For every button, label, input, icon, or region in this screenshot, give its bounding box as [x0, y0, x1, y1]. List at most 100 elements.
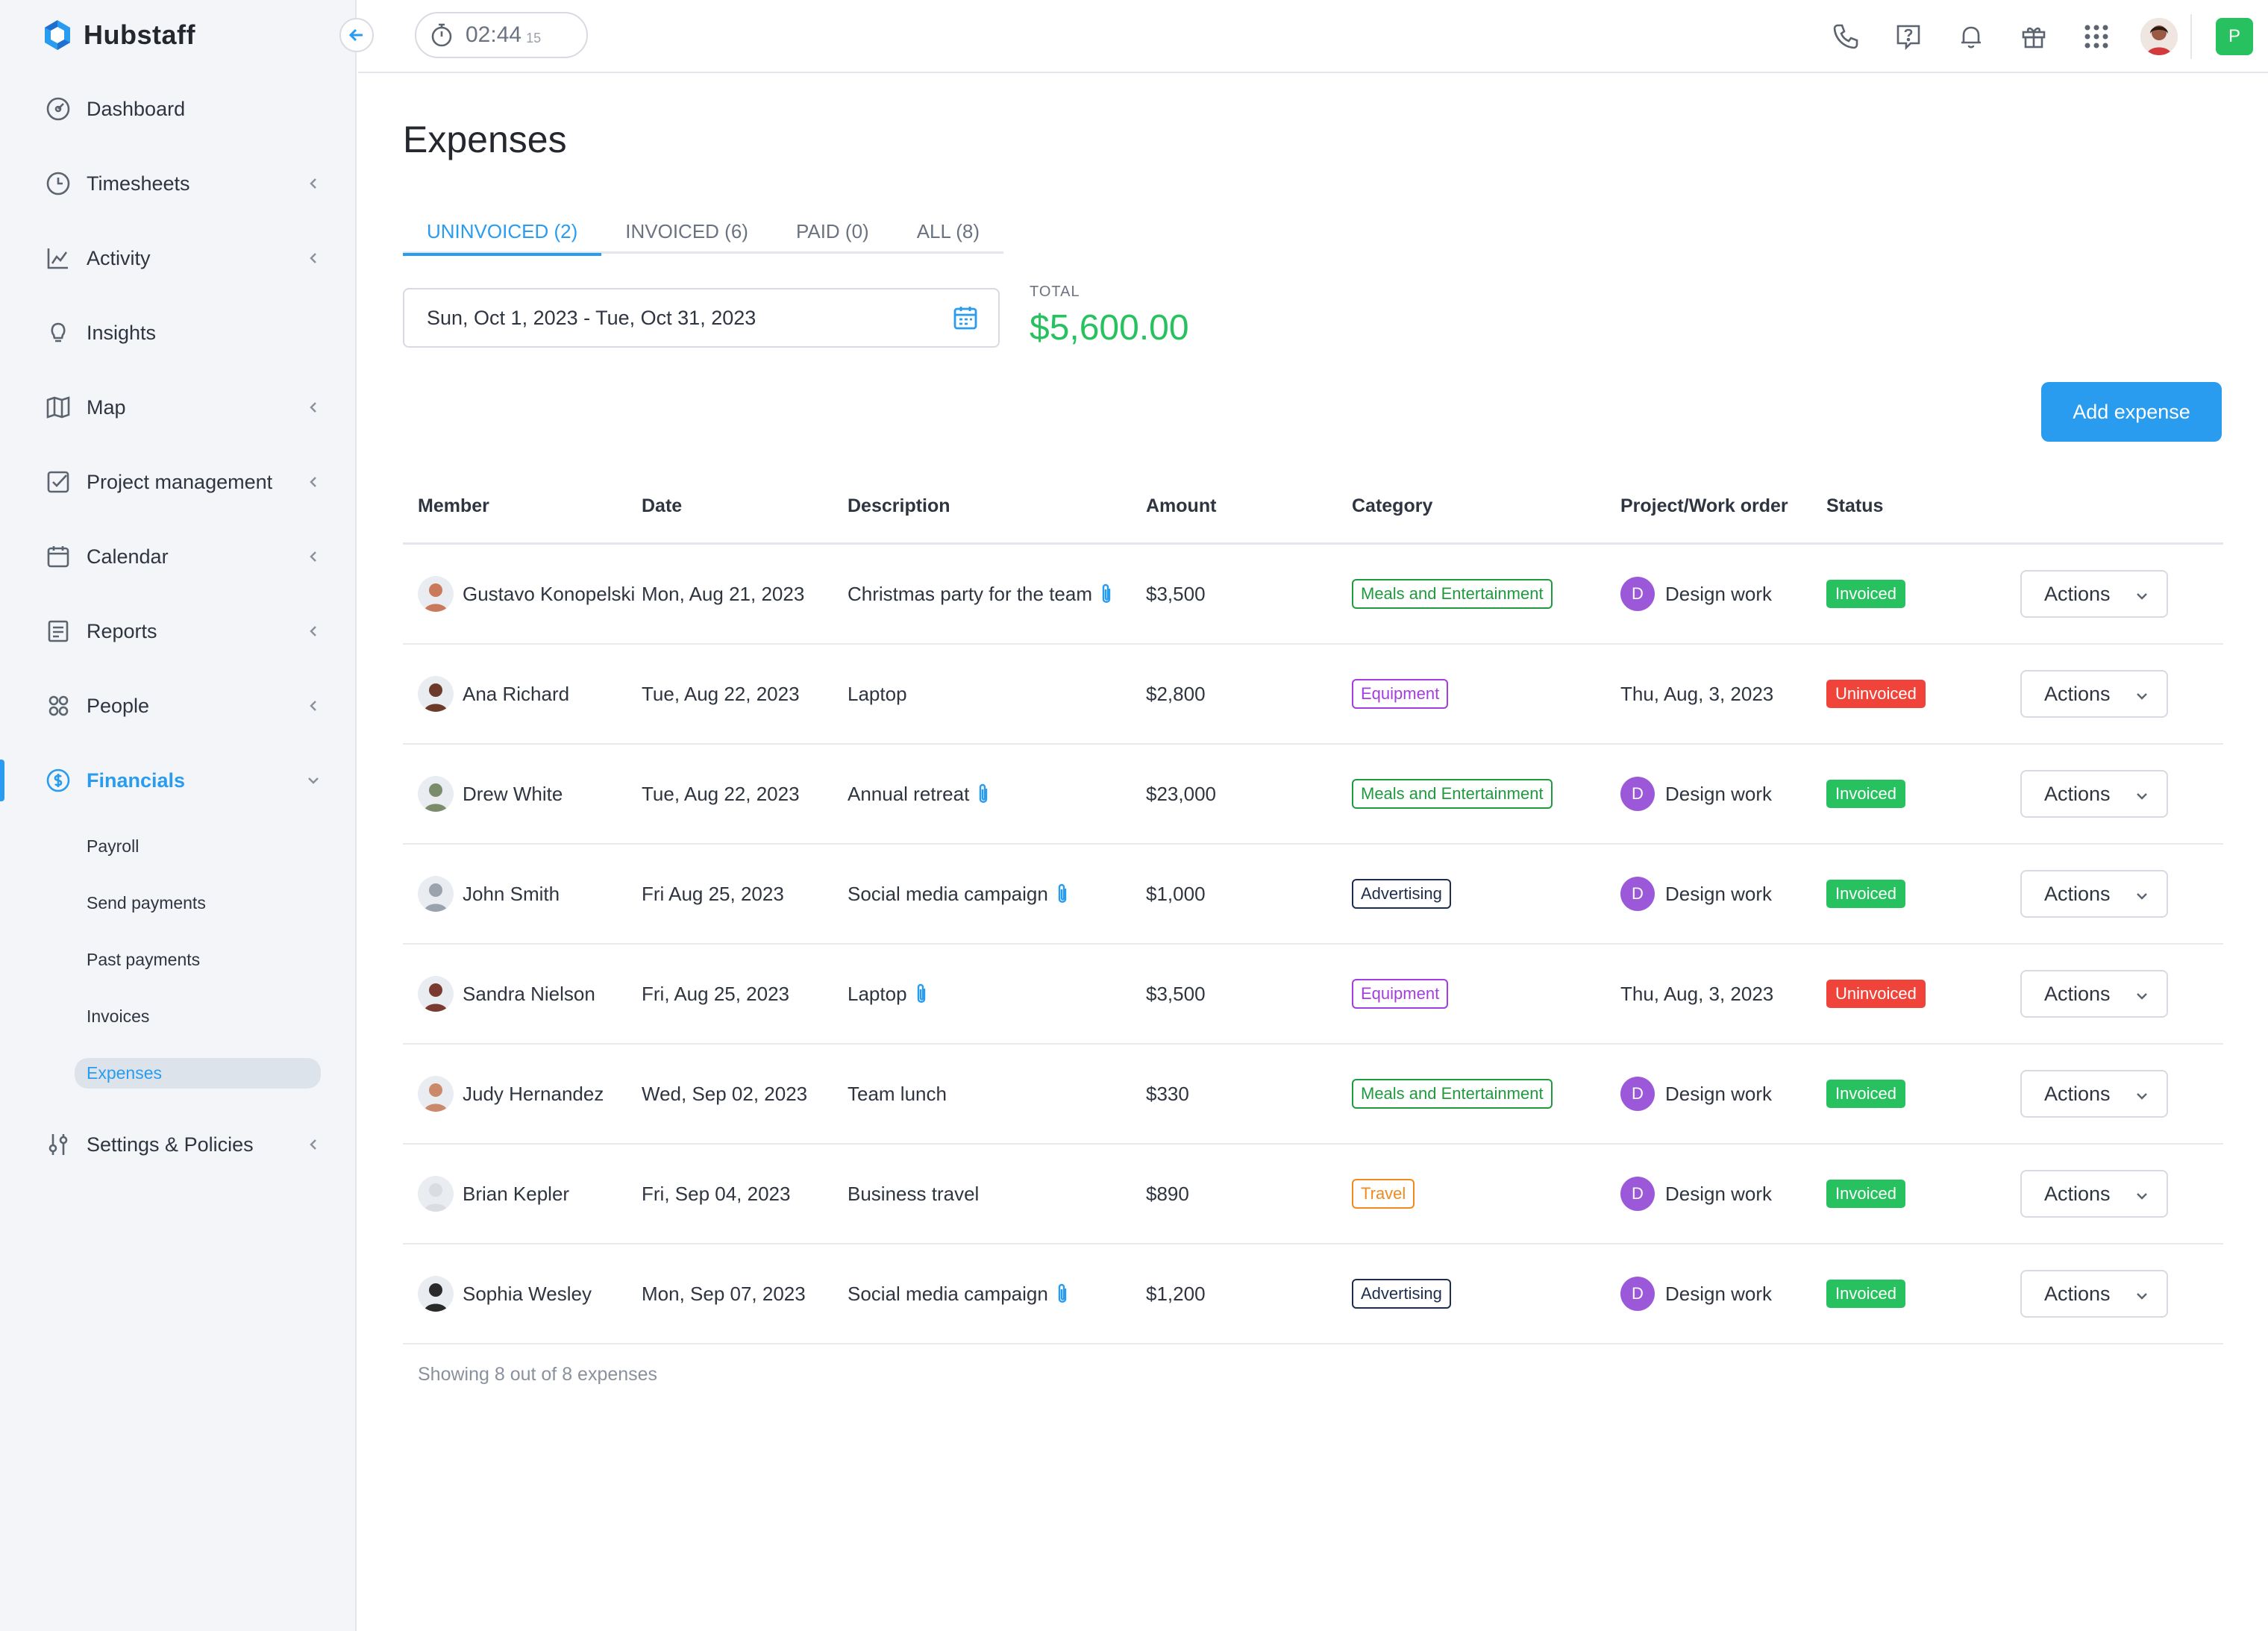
sidebar-subitem-payroll[interactable]: Payroll [0, 818, 357, 874]
sidebar-item-label: Settings & Policies [87, 1133, 254, 1156]
sidebar-item-map[interactable]: Map [0, 370, 357, 445]
sidebar-subitem-invoices[interactable]: Invoices [0, 988, 357, 1045]
actions-dropdown-button[interactable]: Actions [2020, 670, 2168, 718]
sidebar-subitem-send-payments[interactable]: Send payments [0, 874, 357, 931]
project-name[interactable]: Design work [1665, 1182, 1773, 1205]
attachment-icon[interactable] [915, 983, 928, 1005]
member-avatar [418, 876, 454, 912]
table-row[interactable]: Judy Hernandez Wed, Sep 02, 2023 Team lunc… [403, 1045, 2223, 1145]
member-cell: Sandra Nielson [403, 976, 642, 1012]
help-icon [1896, 25, 1920, 51]
sidebar-item-financials[interactable]: Financials [0, 743, 357, 818]
status-badge: Invoiced [1826, 1280, 1905, 1308]
sidebar-item-project-management[interactable]: Project management [0, 445, 357, 519]
project-avatar: D [1620, 877, 1655, 911]
project-name[interactable]: Design work [1665, 1282, 1773, 1305]
column-header-date[interactable]: Date [642, 495, 683, 516]
status-cell: Invoiced [1826, 1080, 2017, 1108]
expense-date: Mon, Aug 21, 2023 [642, 582, 805, 605]
actions-dropdown-button[interactable]: Actions [2020, 970, 2168, 1018]
attachment-icon[interactable] [1056, 883, 1069, 905]
actions-dropdown-button[interactable]: Actions [2020, 1170, 2168, 1218]
attachment-icon[interactable] [1056, 1283, 1069, 1305]
apps-button[interactable] [2065, 0, 2128, 73]
project-name[interactable]: Design work [1665, 1082, 1773, 1105]
description-cell: Annual retreat [848, 783, 1146, 806]
status-badge: Invoiced [1826, 880, 1905, 908]
organization-badge[interactable]: P [2216, 18, 2253, 55]
column-header-description[interactable]: Description [848, 495, 950, 516]
report-icon [45, 618, 72, 645]
actions-cell: Actions [2017, 670, 2223, 718]
add-expense-button[interactable]: Add expense [2041, 382, 2222, 442]
sidebar-item-calendar[interactable]: Calendar [0, 519, 357, 594]
table-row[interactable]: Drew White Tue, Aug 22, 2023 Annual retrea… [403, 745, 2223, 845]
apps-grid-icon [2084, 25, 2108, 48]
chevron-down-icon [303, 770, 324, 791]
phone-button[interactable] [1814, 0, 1877, 73]
actions-dropdown-button[interactable]: Actions [2020, 770, 2168, 818]
project-name[interactable]: Design work [1665, 782, 1773, 805]
category-badge: Equipment [1352, 679, 1449, 709]
attachment-icon[interactable] [1100, 583, 1113, 605]
column-header-amount[interactable]: Amount [1146, 495, 1217, 516]
actions-dropdown-button[interactable]: Actions [2020, 1270, 2168, 1318]
status-badge: Invoiced [1826, 1080, 1905, 1108]
collapse-sidebar-button[interactable] [339, 18, 374, 52]
column-header-status[interactable]: Status [1826, 495, 1884, 516]
notifications-button[interactable] [1940, 0, 2002, 73]
help-button[interactable] [1877, 0, 1940, 73]
actions-label: Actions [2044, 582, 2111, 605]
sidebar-item-reports[interactable]: Reports [0, 594, 357, 669]
sidebar-subitem-label: Send payments [87, 892, 206, 912]
status-badge: Uninvoiced [1826, 680, 1926, 708]
actions-cell: Actions [2017, 570, 2223, 618]
date-range-value: Sun, Oct 1, 2023 - Tue, Oct 31, 2023 [427, 306, 756, 329]
sidebar-item-activity[interactable]: Activity [0, 221, 357, 295]
sidebar-item-people[interactable]: People [0, 669, 357, 743]
stopwatch-icon [431, 23, 452, 47]
date-range-picker[interactable]: Sun, Oct 1, 2023 - Tue, Oct 31, 2023 [403, 288, 1000, 348]
sidebar-subitem-expenses[interactable]: Expenses [0, 1045, 357, 1101]
project-name[interactable]: Design work [1665, 582, 1773, 605]
tab-invoiced[interactable]: INVOICED (6) [625, 219, 748, 242]
project-avatar: D [1620, 1177, 1655, 1211]
tab-uninvoiced[interactable]: UNINVOICED (2) [403, 209, 602, 256]
sidebar-subitem-past-payments[interactable]: Past payments [0, 931, 357, 988]
status-badge: Invoiced [1826, 580, 1905, 608]
category-badge: Advertising [1352, 1279, 1451, 1309]
table-row[interactable]: John Smith Fri Aug 25, 2023 Social media c… [403, 845, 2223, 945]
description-cell: Christmas party for the team [848, 583, 1146, 606]
chevron-left-icon [303, 173, 324, 194]
table-row[interactable]: Sophia Wesley Mon, Sep 07, 2023 Social med… [403, 1245, 2223, 1344]
attachment-icon[interactable] [977, 783, 990, 805]
sidebar-subitem-label: Past payments [87, 949, 201, 969]
column-header-project[interactable]: Project/Work order [1620, 495, 1788, 516]
project-name[interactable]: Design work [1665, 882, 1773, 905]
table-row[interactable]: Brian Kepler Fri, Sep 04, 2023 Business tr… [403, 1145, 2223, 1245]
member-name: Sophia Wesley [463, 1282, 592, 1305]
user-avatar-button[interactable] [2128, 0, 2190, 73]
actions-dropdown-button[interactable]: Actions [2020, 870, 2168, 918]
tab-all[interactable]: ALL (8) [916, 219, 980, 242]
column-header-member[interactable]: Member [418, 495, 489, 516]
sidebar-item-dashboard[interactable]: Dashboard [0, 72, 357, 146]
table-row[interactable]: Gustavo Konopelski Mon, Aug 21, 2023 Chris… [403, 545, 2223, 645]
actions-dropdown-button[interactable]: Actions [2020, 1070, 2168, 1118]
logo[interactable]: Hubstaff [40, 16, 195, 54]
sidebar-subitem-label: Payroll [87, 836, 140, 856]
sidebar-item-settings[interactable]: Settings & Policies [0, 1107, 357, 1182]
table-row[interactable]: Sandra Nielson Fri, Aug 25, 2023 Laptop $3,… [403, 945, 2223, 1045]
table-row[interactable]: Ana Richard Tue, Aug 22, 2023 Laptop $2,800… [403, 645, 2223, 745]
project-avatar: D [1620, 577, 1655, 611]
timer-widget[interactable]: 02:44 15 [415, 12, 588, 58]
sidebar-item-timesheets[interactable]: Timesheets [0, 146, 357, 221]
actions-dropdown-button[interactable]: Actions [2020, 570, 2168, 618]
tab-paid[interactable]: PAID (0) [795, 219, 869, 242]
sidebar-item-insights[interactable]: Insights [0, 295, 357, 370]
chevron-down-icon [2134, 686, 2150, 710]
tabs: UNINVOICED (2) INVOICED (6) PAID (0) ALL… [403, 209, 1003, 256]
status-badge: Uninvoiced [1826, 980, 1926, 1008]
column-header-category[interactable]: Category [1352, 495, 1433, 516]
gift-button[interactable] [2002, 0, 2065, 73]
